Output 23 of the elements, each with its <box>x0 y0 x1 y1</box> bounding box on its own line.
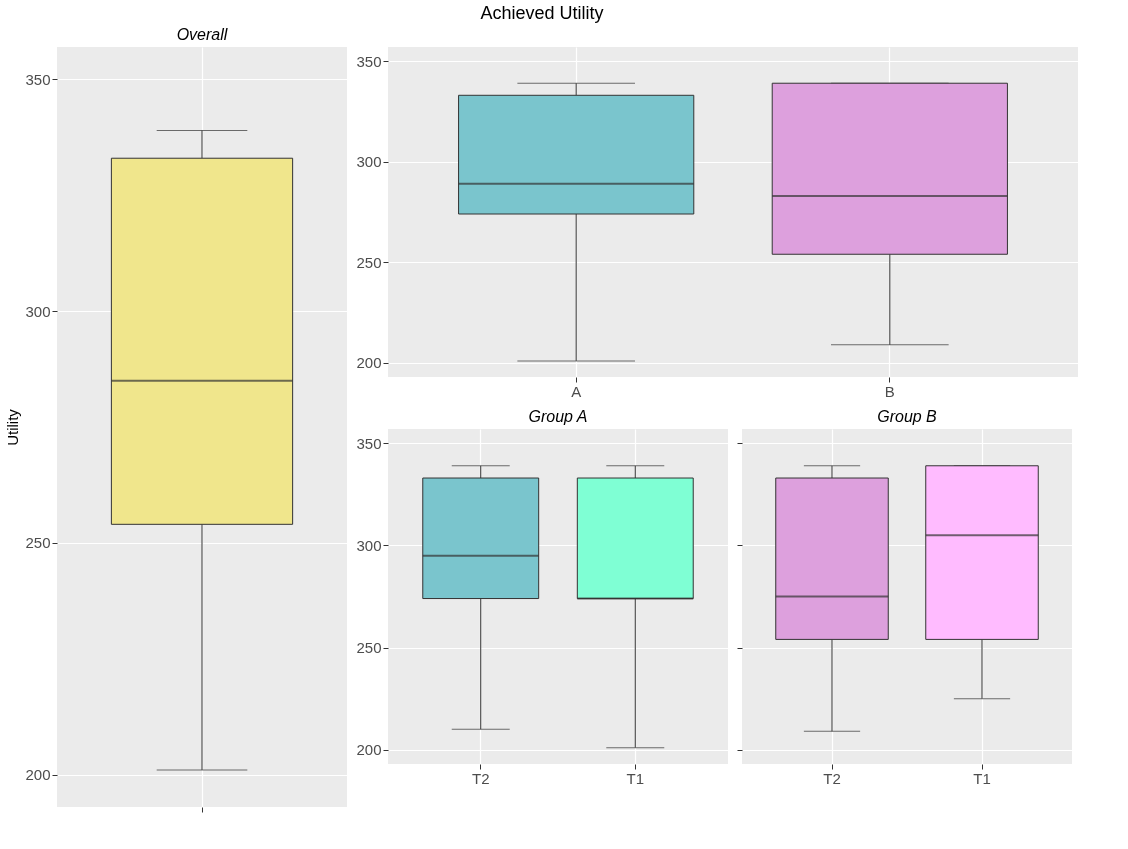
chart-title: Group B <box>877 408 938 425</box>
y-tick-label: 300 <box>356 536 382 554</box>
y-tick-label: 250 <box>25 534 51 552</box>
text: Achieved Utility <box>480 3 604 23</box>
x-tick-label: A <box>571 382 582 400</box>
x-tick-label: T2 <box>823 769 841 787</box>
y-tick-label: 350 <box>356 434 382 452</box>
y-tick-label: 350 <box>25 70 51 88</box>
chart-title: Overall <box>176 26 228 43</box>
y-tick-label: 200 <box>25 766 51 784</box>
y-axis-title: Utility <box>4 408 22 446</box>
chart-title: Group A <box>528 408 588 425</box>
x-tick-label: B <box>884 382 895 400</box>
y-tick-label: 200 <box>356 741 382 759</box>
y-tick-label: 200 <box>356 354 382 372</box>
x-tick-label: T1 <box>973 769 991 787</box>
x-tick-label: T1 <box>626 769 645 787</box>
y-tick-label: 300 <box>356 153 382 171</box>
y-tick-label: 250 <box>356 253 382 271</box>
y-tick-label: 350 <box>356 52 382 70</box>
y-tick-label: 300 <box>25 302 51 320</box>
x-tick-label: T2 <box>471 769 490 787</box>
y-tick-label: 250 <box>356 639 382 657</box>
